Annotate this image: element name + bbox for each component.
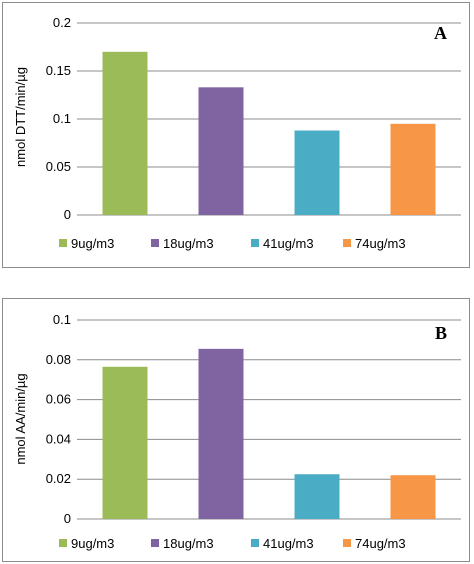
legend-label: 74ug/m3: [355, 236, 406, 251]
y-axis-label: nmol DTT/min/µg: [13, 67, 28, 167]
legend-swatch: [59, 539, 67, 547]
legend-label: 9ug/m3: [71, 536, 114, 551]
bar-4: [390, 123, 436, 215]
chart-panel-b: 0 0.02 0.04 0.06 0.08 0.1 nmol AA/min/µg B 9ug/m…: [2, 298, 470, 562]
y-tick-label: 0.08: [46, 352, 71, 367]
legend-label: 41ug/m3: [263, 536, 314, 551]
panel-letter: A: [434, 23, 447, 43]
legend-label: 18ug/m3: [163, 536, 214, 551]
legend-swatch: [251, 239, 259, 247]
bar-2: [198, 348, 244, 519]
y-tick-label: 0.1: [53, 111, 71, 126]
chart-panel-a: 0 0.05 0.1 0.15 0.2 nmol DTT/min/µg A 9ug/m3 18u…: [2, 2, 470, 268]
y-tick-label: 0: [64, 511, 71, 526]
chart-b-svg: 0 0.02 0.04 0.06 0.08 0.1 nmol AA/min/µg B 9ug/m…: [13, 312, 461, 551]
legend-swatch: [59, 239, 67, 247]
bar-1: [102, 51, 148, 215]
bar-4: [390, 475, 436, 519]
legend-swatch: [151, 239, 159, 247]
bar-3: [294, 130, 340, 215]
y-tick-label: 0.1: [53, 312, 71, 327]
y-tick-label: 0.04: [46, 431, 71, 446]
bar-1: [102, 366, 148, 519]
y-axis-label: nmol AA/min/µg: [13, 373, 28, 464]
y-tick-label: 0.05: [46, 159, 71, 174]
legend-label: 41ug/m3: [263, 236, 314, 251]
chart-a-svg: 0 0.05 0.1 0.15 0.2 nmol DTT/min/µg A 9ug/m3 18u…: [13, 15, 461, 251]
panel-letter: B: [435, 323, 447, 343]
bar-3: [294, 474, 340, 519]
y-tick-label: 0.06: [46, 392, 71, 407]
bar-2: [198, 87, 244, 215]
legend-label: 9ug/m3: [71, 236, 114, 251]
legend-label: 74ug/m3: [355, 536, 406, 551]
legend-label: 18ug/m3: [163, 236, 214, 251]
y-tick-label: 0: [64, 207, 71, 222]
y-tick-label: 0.2: [53, 15, 71, 30]
legend-swatch: [251, 539, 259, 547]
y-tick-label: 0.15: [46, 63, 71, 78]
legend-swatch: [151, 539, 159, 547]
legend-swatch: [343, 539, 351, 547]
y-tick-label: 0.02: [46, 471, 71, 486]
legend-swatch: [343, 239, 351, 247]
